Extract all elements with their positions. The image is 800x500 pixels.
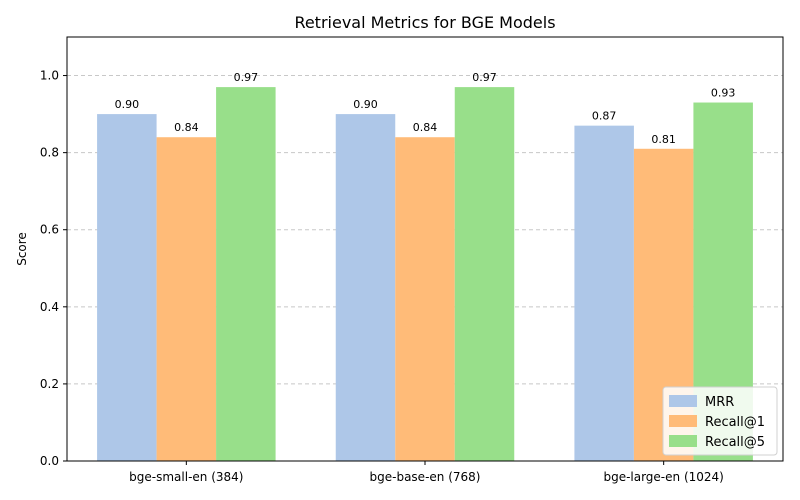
y-axis-title: Score [15,232,29,266]
bar [97,114,157,461]
x-tick-label: bge-base-en (768) [370,470,481,484]
data-label: 0.84 [413,121,438,134]
legend-swatch [669,395,697,407]
axes: 0.0 0.2 0.4 0.6 0.8 1.0 bge-small-en (384) bge-… [40,36,784,484]
data-label: 0.90 [353,98,378,111]
data-label: 0.97 [234,71,259,84]
plot-frame [66,36,784,462]
y-tick-label: 0.6 [40,223,59,237]
y-tick-label: 0.2 [40,377,59,391]
y-tick-label: 0.0 [40,454,59,468]
bar [574,125,634,462]
chart-title: Retrieval Metrics for BGE Models [294,13,555,32]
data-label: 0.90 [115,98,140,111]
data-label: 0.81 [651,133,676,146]
bar [335,114,396,461]
bar [156,137,217,461]
legend-label: MRR [705,395,734,410]
data-label: 0.93 [711,87,736,100]
legend-label: Recall@1 [705,415,765,430]
legend-swatch [669,415,697,427]
bars [97,87,753,462]
y-tick-label: 0.8 [40,146,59,160]
x-tick-label: bge-large-en (1024) [603,470,723,484]
bar [454,87,515,461]
x-tick-label: bge-small-en (384) [129,470,243,484]
bar [216,87,276,461]
data-label: 0.87 [592,110,617,123]
legend-label: Recall@5 [705,435,765,450]
legend: MRR Recall@1 Recall@5 [662,386,778,456]
legend-swatch [669,435,697,447]
bar [395,137,455,461]
y-tick-label: 1.0 [40,69,59,83]
y-tick-label: 0.4 [40,300,59,314]
data-label: 0.84 [174,121,199,134]
data-labels: 0.90 0.84 0.97 0.90 0.84 0.97 0.87 0.81 0.93 [115,71,736,146]
data-label: 0.97 [472,71,497,84]
